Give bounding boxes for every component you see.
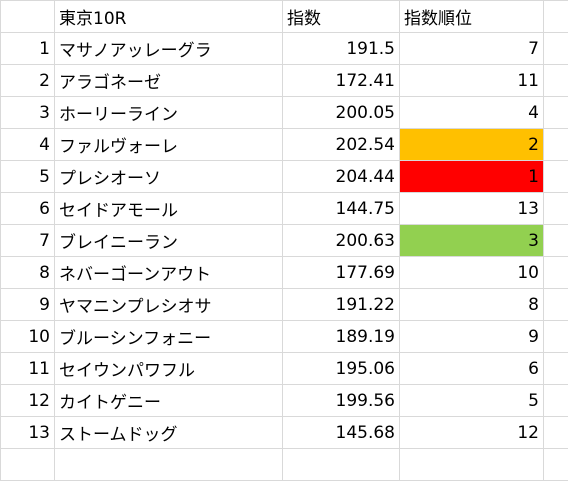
empty-cell[interactable] xyxy=(399,448,544,481)
header-corner-cell[interactable] xyxy=(0,0,55,33)
header-rank-cell[interactable]: 指数順位 xyxy=(399,0,544,33)
rank-value-cell[interactable]: 7 xyxy=(399,32,544,65)
index-value-cell[interactable]: 172.41 xyxy=(282,64,400,97)
horse-name-cell[interactable]: ファルヴォーレ xyxy=(54,128,283,161)
empty-cell[interactable] xyxy=(282,448,400,481)
horse-name-cell[interactable]: マサノアッレーグラ xyxy=(54,32,283,65)
rank-value-cell[interactable]: 4 xyxy=(399,96,544,129)
index-value-cell[interactable]: 200.05 xyxy=(282,96,400,129)
horse-name-cell[interactable]: ホーリーライン xyxy=(54,96,283,129)
index-value-cell[interactable]: 200.63 xyxy=(282,224,400,257)
empty-cell[interactable] xyxy=(543,384,568,417)
empty-cell[interactable] xyxy=(543,96,568,129)
horse-name-cell[interactable]: ブルーシンフォニー xyxy=(54,320,283,353)
table-row: 7 ブレイニーラン 200.63 3 xyxy=(0,224,568,257)
horse-name-cell[interactable]: セイウンパワフル xyxy=(54,352,283,385)
empty-cell[interactable] xyxy=(543,0,568,33)
index-value-cell[interactable]: 204.44 xyxy=(282,160,400,193)
empty-cell[interactable] xyxy=(0,448,55,481)
header-index-cell[interactable]: 指数 xyxy=(282,0,400,33)
index-value-cell[interactable]: 191.22 xyxy=(282,288,400,321)
table-row: 5 プレシオーソ 204.44 1 xyxy=(0,160,568,193)
row-number-cell[interactable]: 13 xyxy=(0,416,55,449)
data-table: 東京10R 指数 指数順位 1 マサノアッレーグラ 191.5 7 2 アラゴネーゼ 172… xyxy=(0,0,568,481)
index-value-cell[interactable]: 144.75 xyxy=(282,192,400,225)
row-number-cell[interactable]: 7 xyxy=(0,224,55,257)
index-value-cell[interactable]: 191.5 xyxy=(282,32,400,65)
table-row: 6 セイドアモール 144.75 13 xyxy=(0,192,568,225)
empty-cell[interactable] xyxy=(543,192,568,225)
empty-cell[interactable] xyxy=(543,64,568,97)
table-row: 12 カイトゲニー 199.56 5 xyxy=(0,384,568,417)
rank-value-cell[interactable]: 13 xyxy=(399,192,544,225)
rank-value-cell[interactable]: 11 xyxy=(399,64,544,97)
horse-name-cell[interactable]: ストームドッグ xyxy=(54,416,283,449)
horse-name-cell[interactable]: カイトゲニー xyxy=(54,384,283,417)
rank-value-cell[interactable]: 3 xyxy=(399,224,544,257)
row-number-cell[interactable]: 1 xyxy=(0,32,55,65)
rank-value-cell[interactable]: 12 xyxy=(399,416,544,449)
table-row: 1 マサノアッレーグラ 191.5 7 xyxy=(0,32,568,65)
index-value-cell[interactable]: 202.54 xyxy=(282,128,400,161)
empty-cell[interactable] xyxy=(543,224,568,257)
horse-name-cell[interactable]: ブレイニーラン xyxy=(54,224,283,257)
row-number-cell[interactable]: 12 xyxy=(0,384,55,417)
horse-name-cell[interactable]: プレシオーソ xyxy=(54,160,283,193)
empty-cell[interactable] xyxy=(543,160,568,193)
empty-cell[interactable] xyxy=(543,288,568,321)
row-number-cell[interactable]: 11 xyxy=(0,352,55,385)
row-number-cell[interactable]: 5 xyxy=(0,160,55,193)
rank-value-cell[interactable]: 6 xyxy=(399,352,544,385)
rank-value-cell[interactable]: 10 xyxy=(399,256,544,289)
rank-value-cell[interactable]: 2 xyxy=(399,128,544,161)
row-number-cell[interactable]: 3 xyxy=(0,96,55,129)
table-row: 9 ヤマニンプレシオサ 191.22 8 xyxy=(0,288,568,321)
empty-cell[interactable] xyxy=(543,448,568,481)
table-row: 8 ネバーゴーンアウト 177.69 10 xyxy=(0,256,568,289)
rank-value-cell[interactable]: 8 xyxy=(399,288,544,321)
rank-value-cell[interactable]: 5 xyxy=(399,384,544,417)
empty-cell[interactable] xyxy=(543,256,568,289)
empty-cell[interactable] xyxy=(543,416,568,449)
table-row: 13 ストームドッグ 145.68 12 xyxy=(0,416,568,449)
horse-name-cell[interactable]: ヤマニンプレシオサ xyxy=(54,288,283,321)
table-row: 2 アラゴネーゼ 172.41 11 xyxy=(0,64,568,97)
row-number-cell[interactable]: 2 xyxy=(0,64,55,97)
empty-cell[interactable] xyxy=(543,320,568,353)
index-value-cell[interactable]: 177.69 xyxy=(282,256,400,289)
empty-cell[interactable] xyxy=(543,32,568,65)
rank-value-cell[interactable]: 9 xyxy=(399,320,544,353)
empty-cell[interactable] xyxy=(543,352,568,385)
index-value-cell[interactable]: 145.68 xyxy=(282,416,400,449)
table-row: 4 ファルヴォーレ 202.54 2 xyxy=(0,128,568,161)
rank-value-cell[interactable]: 1 xyxy=(399,160,544,193)
table-row: 3 ホーリーライン 200.05 4 xyxy=(0,96,568,129)
index-value-cell[interactable]: 199.56 xyxy=(282,384,400,417)
empty-cell[interactable] xyxy=(54,448,283,481)
table-row: 11 セイウンパワフル 195.06 6 xyxy=(0,352,568,385)
header-row: 東京10R 指数 指数順位 xyxy=(0,0,568,33)
index-value-cell[interactable]: 195.06 xyxy=(282,352,400,385)
horse-name-cell[interactable]: ネバーゴーンアウト xyxy=(54,256,283,289)
table-row: 10 ブルーシンフォニー 189.19 9 xyxy=(0,320,568,353)
header-race-cell[interactable]: 東京10R xyxy=(54,0,283,33)
row-number-cell[interactable]: 6 xyxy=(0,192,55,225)
row-number-cell[interactable]: 4 xyxy=(0,128,55,161)
horse-name-cell[interactable]: アラゴネーゼ xyxy=(54,64,283,97)
index-value-cell[interactable]: 189.19 xyxy=(282,320,400,353)
empty-cell[interactable] xyxy=(543,128,568,161)
row-number-cell[interactable]: 10 xyxy=(0,320,55,353)
row-number-cell[interactable]: 8 xyxy=(0,256,55,289)
table-row xyxy=(0,448,568,481)
horse-name-cell[interactable]: セイドアモール xyxy=(54,192,283,225)
row-number-cell[interactable]: 9 xyxy=(0,288,55,321)
